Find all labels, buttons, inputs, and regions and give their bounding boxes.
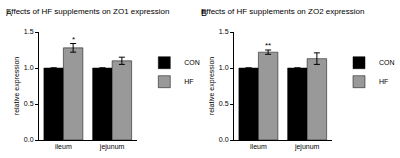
svg-text:1.0: 1.0 xyxy=(219,64,229,71)
svg-text:jejunum: jejunum xyxy=(294,143,320,151)
svg-text:relative expression: relative expression xyxy=(13,57,21,115)
svg-text:B: B xyxy=(201,8,207,18)
svg-text:A: A xyxy=(6,8,12,18)
svg-text:Effects of HF supplements on Z: Effects of HF supplements on ZO1 express… xyxy=(6,7,169,16)
svg-text:*: * xyxy=(72,35,75,44)
svg-text:jejunum: jejunum xyxy=(99,143,125,151)
svg-text:ileum: ileum xyxy=(55,143,72,150)
svg-text:HF: HF xyxy=(184,78,193,85)
svg-text:HF: HF xyxy=(379,78,388,85)
svg-text:1.5: 1.5 xyxy=(219,28,229,35)
svg-text:1.5: 1.5 xyxy=(24,28,34,35)
svg-text:1.0: 1.0 xyxy=(24,64,34,71)
svg-text:**: ** xyxy=(265,41,271,50)
svg-text:0.0: 0.0 xyxy=(219,136,229,143)
svg-text:relative expression: relative expression xyxy=(208,57,216,115)
svg-text:0.0: 0.0 xyxy=(24,136,34,143)
svg-text:CON: CON xyxy=(379,59,395,66)
svg-text:0.5: 0.5 xyxy=(219,100,229,107)
svg-text:0.5: 0.5 xyxy=(24,100,34,107)
svg-text:Effects of HF supplements on Z: Effects of HF supplements on ZO2 express… xyxy=(201,7,364,16)
svg-text:CON: CON xyxy=(184,59,200,66)
svg-text:ileum: ileum xyxy=(250,143,267,150)
